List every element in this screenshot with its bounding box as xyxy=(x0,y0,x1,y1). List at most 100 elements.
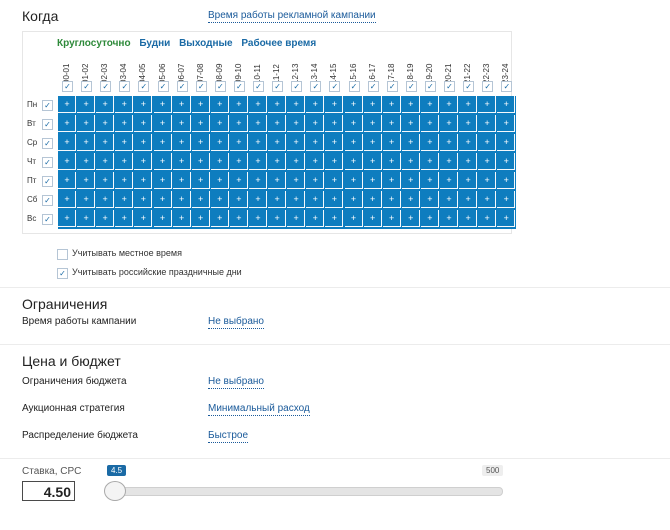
schedule-cell[interactable]: + xyxy=(344,210,363,227)
schedule-cell[interactable]: + xyxy=(306,115,325,132)
schedule-cell[interactable]: + xyxy=(249,210,267,227)
hour-checkbox[interactable] xyxy=(214,81,226,92)
schedule-cell[interactable]: + xyxy=(440,191,458,208)
hour-checkbox[interactable] xyxy=(81,81,93,92)
schedule-cell[interactable]: + xyxy=(58,172,76,189)
schedule-cell[interactable]: + xyxy=(172,210,191,227)
hour-checkbox[interactable] xyxy=(329,81,341,92)
schedule-cell[interactable]: + xyxy=(459,134,478,151)
schedule-cell[interactable]: + xyxy=(325,191,344,208)
schedule-cell[interactable]: + xyxy=(115,172,134,189)
schedule-cell[interactable]: + xyxy=(344,191,363,208)
schedule-cell[interactable]: + xyxy=(153,96,172,113)
schedule-cell[interactable]: + xyxy=(153,172,172,189)
campaign-hours-link[interactable]: Время работы рекламной кампании xyxy=(208,10,376,23)
hour-checkbox[interactable] xyxy=(405,81,417,92)
schedule-cell[interactable]: + xyxy=(459,210,478,227)
schedule-cell[interactable]: + xyxy=(58,134,76,151)
schedule-cell[interactable]: + xyxy=(478,134,497,151)
schedule-cell[interactable]: + xyxy=(115,191,134,208)
schedule-cell[interactable]: + xyxy=(344,153,363,170)
schedule-cell[interactable]: + xyxy=(134,153,153,170)
schedule-cell[interactable]: + xyxy=(344,172,363,189)
schedule-cell[interactable]: + xyxy=(229,172,248,189)
hour-checkbox[interactable] xyxy=(424,81,436,92)
schedule-cell[interactable]: + xyxy=(363,191,382,208)
bid-slider-thumb[interactable] xyxy=(104,481,126,501)
schedule-cell[interactable]: + xyxy=(344,134,363,151)
schedule-cell[interactable]: + xyxy=(440,172,458,189)
hour-checkbox[interactable] xyxy=(62,81,73,92)
schedule-cell[interactable]: + xyxy=(306,172,325,189)
schedule-cell[interactable]: + xyxy=(268,115,287,132)
schedule-cell[interactable]: + xyxy=(401,96,420,113)
schedule-cell[interactable]: + xyxy=(497,153,516,170)
schedule-cell[interactable]: + xyxy=(191,210,210,227)
schedule-cell[interactable]: + xyxy=(363,115,382,132)
schedule-cell[interactable]: + xyxy=(497,96,516,113)
bid-input[interactable]: 4.50 xyxy=(22,481,75,501)
schedule-cell[interactable]: + xyxy=(268,210,287,227)
schedule-cell[interactable]: + xyxy=(325,115,344,132)
schedule-cell[interactable]: + xyxy=(478,172,497,189)
hour-checkbox[interactable] xyxy=(386,81,398,92)
hour-checkbox[interactable] xyxy=(310,81,322,92)
schedule-cell[interactable]: + xyxy=(459,96,478,113)
schedule-cell[interactable]: + xyxy=(210,134,229,151)
schedule-cell[interactable]: + xyxy=(401,134,420,151)
schedule-cell[interactable]: + xyxy=(115,153,134,170)
schedule-cell[interactable]: + xyxy=(249,172,267,189)
schedule-cell[interactable]: + xyxy=(478,153,497,170)
schedule-cell[interactable]: + xyxy=(306,191,325,208)
schedule-cell[interactable]: + xyxy=(172,115,191,132)
schedule-cell[interactable]: + xyxy=(172,96,191,113)
schedule-cell[interactable]: + xyxy=(459,191,478,208)
schedule-cell[interactable]: + xyxy=(459,115,478,132)
schedule-cell[interactable]: + xyxy=(191,134,210,151)
preset-weekdays[interactable]: Будни xyxy=(139,38,171,49)
schedule-cell[interactable]: + xyxy=(77,172,96,189)
schedule-cell[interactable]: + xyxy=(306,210,325,227)
schedule-cell[interactable]: + xyxy=(210,210,229,227)
day-checkbox[interactable] xyxy=(42,119,53,130)
schedule-cell[interactable]: + xyxy=(401,172,420,189)
schedule-cell[interactable]: + xyxy=(134,210,153,227)
schedule-cell[interactable]: + xyxy=(382,153,401,170)
schedule-cell[interactable]: + xyxy=(77,191,96,208)
schedule-cell[interactable]: + xyxy=(440,210,458,227)
hour-checkbox[interactable] xyxy=(138,81,150,92)
schedule-cell[interactable]: + xyxy=(268,153,287,170)
schedule-cell[interactable]: + xyxy=(306,153,325,170)
campaign-time-link[interactable]: Не выбрано xyxy=(208,316,264,329)
schedule-cell[interactable]: + xyxy=(172,191,191,208)
local-time-checkbox[interactable] xyxy=(57,249,68,260)
hour-checkbox[interactable] xyxy=(348,81,360,92)
preset-working-hours[interactable]: Рабочее время xyxy=(241,38,317,49)
schedule-cell[interactable]: + xyxy=(382,210,401,227)
schedule-cell[interactable]: + xyxy=(287,153,306,170)
schedule-cell[interactable]: + xyxy=(363,210,382,227)
schedule-cell[interactable]: + xyxy=(478,115,497,132)
schedule-cell[interactable]: + xyxy=(153,153,172,170)
hour-checkbox[interactable] xyxy=(233,81,245,92)
schedule-cell[interactable]: + xyxy=(134,96,153,113)
schedule-cell[interactable]: + xyxy=(497,134,516,151)
schedule-cell[interactable]: + xyxy=(497,210,516,227)
schedule-cell[interactable]: + xyxy=(153,134,172,151)
schedule-cell[interactable]: + xyxy=(58,96,76,113)
schedule-cell[interactable]: + xyxy=(440,115,458,132)
preset-around-the-clock[interactable]: Круглосуточно xyxy=(57,38,131,49)
schedule-cell[interactable]: + xyxy=(325,96,344,113)
schedule-cell[interactable]: + xyxy=(58,210,76,227)
schedule-cell[interactable]: + xyxy=(210,115,229,132)
schedule-cell[interactable]: + xyxy=(306,134,325,151)
schedule-cell[interactable]: + xyxy=(134,172,153,189)
schedule-cell[interactable]: + xyxy=(363,96,382,113)
schedule-cell[interactable]: + xyxy=(497,115,516,132)
schedule-cell[interactable]: + xyxy=(325,172,344,189)
day-checkbox[interactable] xyxy=(42,176,53,187)
hour-checkbox[interactable] xyxy=(444,81,455,92)
schedule-cell[interactable]: + xyxy=(478,191,497,208)
schedule-cell[interactable]: + xyxy=(115,115,134,132)
schedule-cell[interactable]: + xyxy=(459,172,478,189)
